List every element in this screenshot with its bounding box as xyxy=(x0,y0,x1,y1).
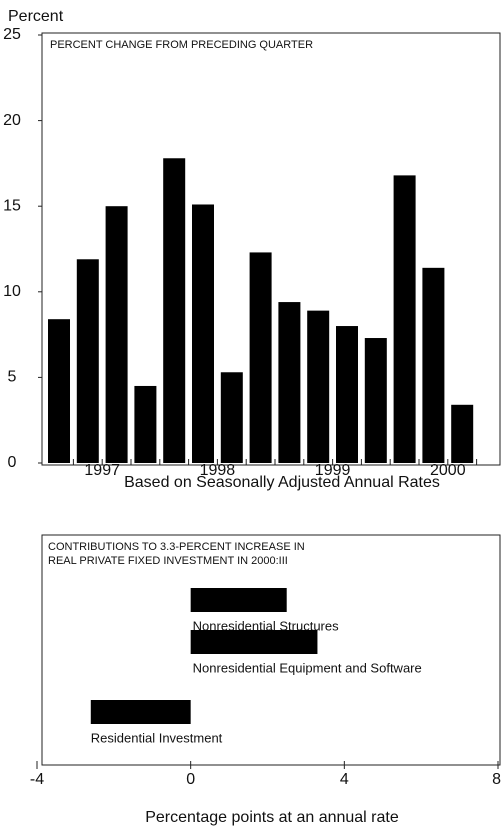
bar xyxy=(192,204,214,463)
bar xyxy=(364,338,387,463)
bar xyxy=(90,700,191,724)
bar xyxy=(76,259,99,463)
bar xyxy=(336,326,358,463)
x-tick-label: 1998 xyxy=(200,462,236,479)
bar xyxy=(190,588,287,612)
bar xyxy=(163,158,186,464)
x-axis-label: Percentage points at an annual rate xyxy=(145,809,399,826)
y-tick-label: 20 xyxy=(3,112,21,129)
bar xyxy=(48,319,70,463)
plot-frame xyxy=(41,534,501,766)
y-axis-label: Percent xyxy=(8,8,64,25)
x-tick-label: 4 xyxy=(340,771,349,788)
x-tick-label: 1999 xyxy=(315,462,351,479)
bar xyxy=(249,252,272,463)
plot-frame xyxy=(41,32,501,466)
bar xyxy=(393,175,416,463)
bar xyxy=(307,310,330,463)
y-tick-label: 25 xyxy=(3,26,21,43)
y-tick-label: 10 xyxy=(3,283,21,300)
x-tick-label: -4 xyxy=(30,771,44,788)
x-tick-label: 2000 xyxy=(430,462,466,479)
bar xyxy=(134,385,157,463)
x-tick-label: 1997 xyxy=(84,462,120,479)
bar xyxy=(105,206,128,463)
chart-title: CONTRIBUTIONS TO 3.3-PERCENT INCREASE IN xyxy=(48,541,305,553)
bar xyxy=(220,372,243,463)
y-tick-label: 0 xyxy=(8,454,17,471)
x-tick-label: 0 xyxy=(186,771,195,788)
bar xyxy=(422,267,445,463)
bar-label: Nonresidential Structures xyxy=(193,618,339,633)
bar xyxy=(190,630,318,654)
x-axis-label: Based on Seasonally Adjusted Annual Rate… xyxy=(124,474,440,491)
chart-title: PERCENT CHANGE FROM PRECEDING QUARTER xyxy=(50,39,313,51)
y-tick-label: 15 xyxy=(3,197,21,214)
bar xyxy=(278,302,301,463)
bar xyxy=(451,404,474,463)
bar-label: Nonresidential Equipment and Software xyxy=(193,660,422,675)
chart-title: REAL PRIVATE FIXED INVESTMENT IN 2000:II… xyxy=(48,555,288,567)
bar-label: Residential Investment xyxy=(91,730,223,745)
x-tick-label: 8 xyxy=(492,771,501,788)
y-tick-label: 5 xyxy=(8,369,17,386)
